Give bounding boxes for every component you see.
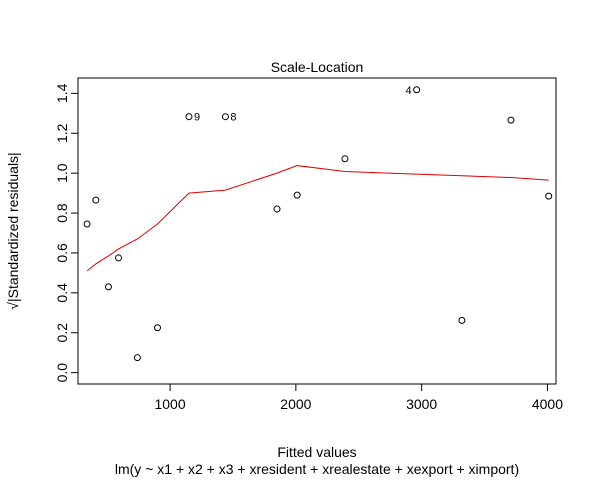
data-point-12: [458, 316, 466, 324]
data-point-13: [507, 116, 515, 124]
data-point-3: [115, 254, 123, 262]
smoother-line: [86, 165, 549, 272]
point-label-4: 4: [406, 85, 412, 97]
y-tick-label-3: 0.6: [54, 243, 70, 263]
y-tick-label-7: 1.4: [54, 83, 70, 103]
data-point-5: [153, 324, 161, 332]
y-axis: 0.0 0.2 0.4 0.6 0.8 1.0 1.2 1.4: [54, 83, 79, 383]
x-tick-label-0: 1000: [154, 396, 185, 412]
chart-title: Scale-Location: [271, 59, 364, 75]
data-point-10: [341, 155, 349, 163]
data-point-8: [273, 205, 281, 213]
y-tick-label-4: 0.8: [54, 203, 70, 223]
y-tick-label-0: 0.0: [54, 363, 70, 383]
y-axis-label: √|Standardized residuals|: [5, 152, 21, 309]
data-point-9: [293, 191, 301, 199]
x-axis-label: Fitted values: [277, 444, 356, 460]
points-layer: 9 8 4: [83, 85, 553, 362]
data-point-1: [92, 196, 100, 204]
point-label-9: 9: [194, 112, 200, 124]
point-label-8: 8: [230, 112, 236, 124]
x-axis: 1000 2000 3000 4000: [154, 383, 563, 412]
y-tick-label-2: 0.4: [54, 283, 70, 303]
data-point-2: [104, 283, 112, 291]
smoother-layer: [86, 165, 549, 272]
x-tick-label-1: 2000: [280, 396, 311, 412]
data-point-6: [185, 113, 193, 121]
data-point-0: [83, 220, 91, 228]
data-point-4: [133, 354, 141, 362]
x-tick-label-2: 3000: [406, 396, 437, 412]
data-point-7: [221, 113, 229, 121]
y-tick-label-5: 1.0: [54, 163, 70, 183]
x-tick-label-3: 4000: [532, 396, 563, 412]
y-tick-label-6: 1.2: [54, 123, 70, 143]
data-point-14: [545, 192, 553, 200]
data-point-11: [413, 86, 421, 94]
model-formula: lm(y ~ x1 + x2 + x3 + xresident + xreale…: [115, 461, 519, 477]
y-tick-label-1: 0.2: [54, 323, 70, 343]
